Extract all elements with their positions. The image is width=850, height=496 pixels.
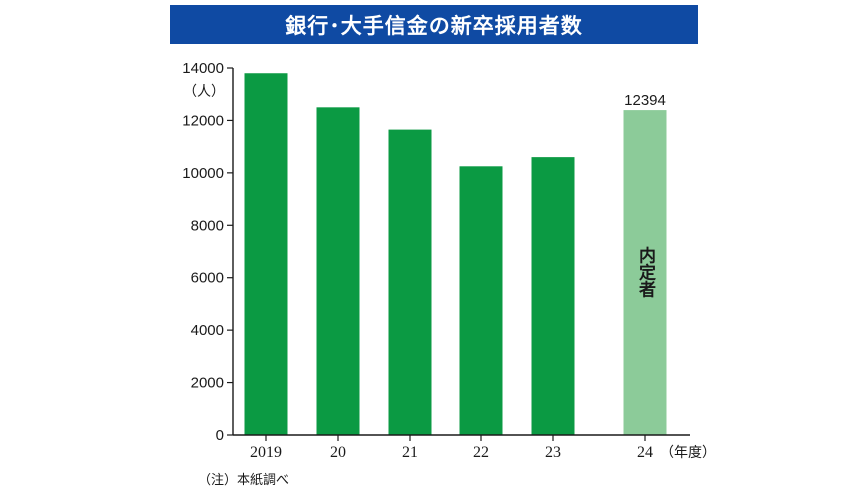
x-tick-label: 24 [637,444,653,461]
bar [531,157,575,435]
bar [623,110,667,435]
y-tick-label: 8000 [191,217,224,234]
data-label: 12394 [624,92,666,109]
chart-title: 銀行･大手信金の新卒採用者数 [285,13,583,38]
bar [316,107,360,436]
y-tick-label: 12000 [182,112,224,129]
y-tick-label: 14000 [182,60,224,77]
x-tick-label: 21 [402,444,418,461]
y-tick-label: 4000 [191,322,224,339]
bar [244,73,288,435]
x-tick-label: 2019 [250,444,282,461]
y-unit-label: （人） [183,84,225,100]
bar [388,129,432,435]
x-unit-label: （年度） [660,445,716,461]
chart-title-bar: 銀行･大手信金の新卒採用者数 [170,5,698,44]
y-tick-label: 0 [216,427,224,444]
bar-annotation: 内定者 [635,245,657,298]
source-note: （注）本紙調べ [198,473,290,488]
x-tick-label: 20 [330,444,346,461]
y-tick-label: 6000 [191,270,224,287]
x-tick-label: 22 [473,444,489,461]
y-tick-label: 2000 [191,375,224,392]
bar [459,166,503,435]
x-tick-label: 23 [545,444,561,461]
y-tick-label: 10000 [182,165,224,182]
